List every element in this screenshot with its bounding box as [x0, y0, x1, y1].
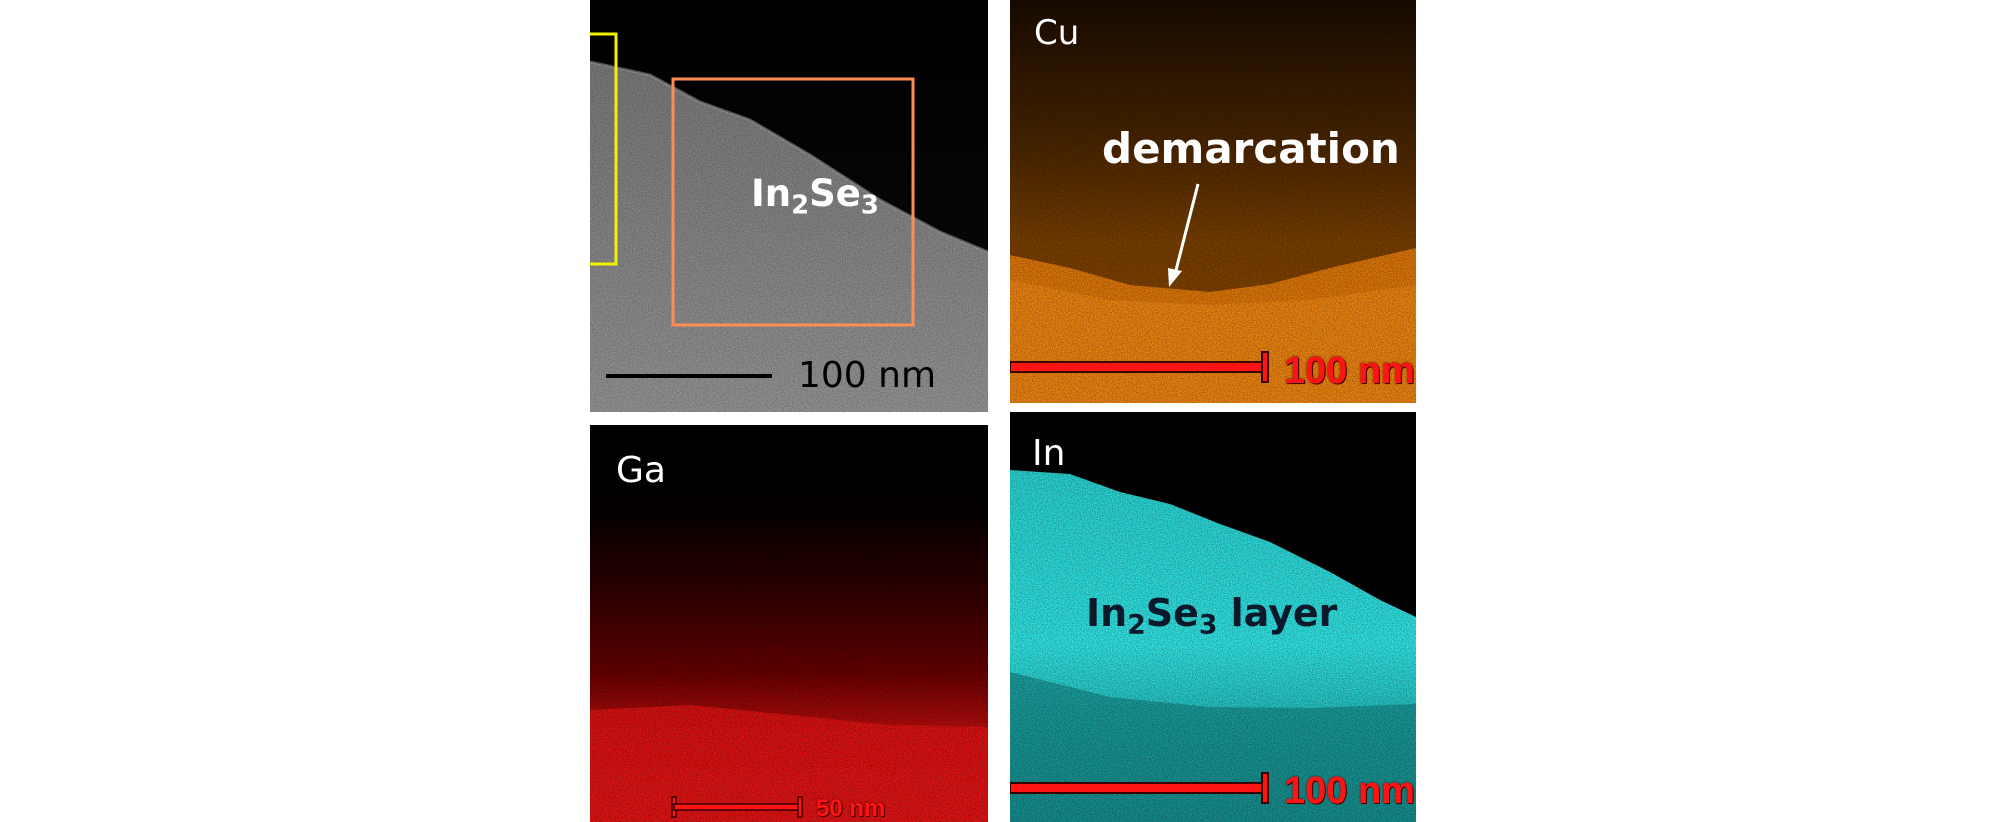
cu-map-panel: Cu demarcation 100 nm [1010, 0, 1416, 403]
ga-map-panel: Ga 50 nm [590, 425, 988, 822]
in-map-image [1010, 412, 1416, 822]
demarcation-label: demarcation [1102, 124, 1400, 173]
ga-scale-bar [671, 796, 803, 818]
ga-scale-label: 50 nm [816, 795, 886, 822]
in-element-label: In [1032, 433, 1066, 474]
tem-image [590, 0, 988, 412]
ga-element-label: Ga [616, 450, 666, 491]
yellow-selection-box [590, 32, 618, 266]
ga-map-image [590, 425, 988, 822]
cu-element-label: Cu [1034, 13, 1080, 53]
in-scale-bar [1010, 772, 1269, 804]
in-map-panel: In In2Se3 layer 100 nm [1010, 412, 1416, 822]
cu-map-image [1010, 0, 1416, 403]
orange-selection-box [671, 77, 915, 327]
tem-scale-label: 100 nm [798, 355, 937, 396]
tem-image-panel: In2Se3 100 nm [590, 0, 988, 412]
cu-scale-label: 100 nm [1284, 350, 1415, 392]
tem-compound-label: In2Se3 [751, 172, 879, 221]
cu-scale-bar [1010, 351, 1269, 383]
in-layer-label: In2Se3 layer [1086, 591, 1338, 641]
in-scale-label: 100 nm [1284, 770, 1415, 812]
